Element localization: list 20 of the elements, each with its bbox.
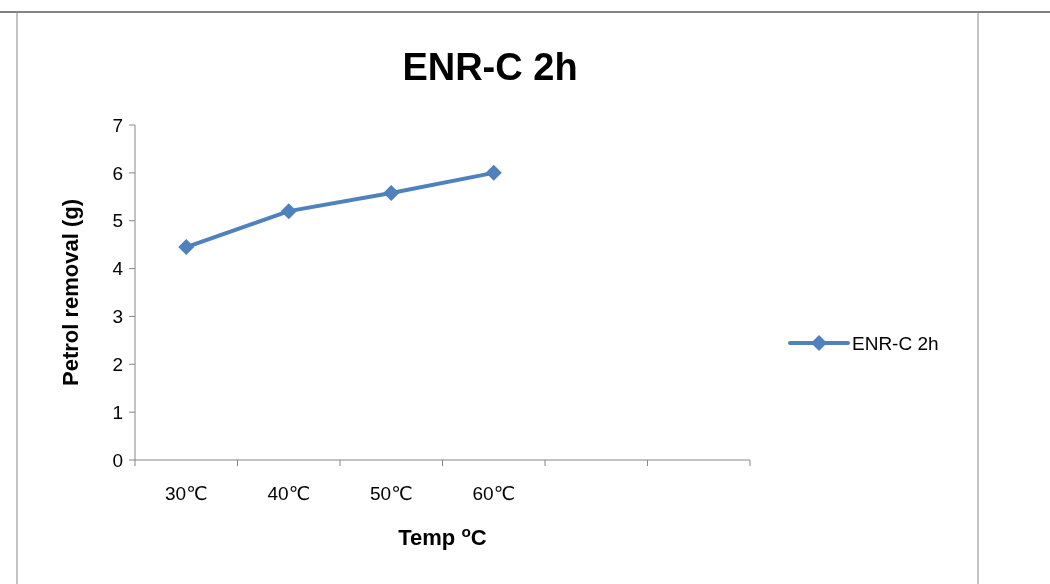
point [280, 203, 297, 220]
legend-label: ENR-C 2h [852, 332, 939, 354]
y-tick-label: 2 [112, 353, 123, 375]
y-tick-label: 0 [112, 449, 123, 471]
chart-title: ENR-C 2h [402, 46, 578, 88]
x-tick-label: 40℃ [267, 483, 310, 504]
y-tick-label: 3 [112, 306, 123, 328]
y-axis-title: Petrol removal (g) [58, 198, 83, 387]
x-axis-title: Temp $^{o}$C [398, 522, 487, 550]
point [485, 164, 502, 181]
y-tick-label: 7 [112, 114, 123, 136]
y-tick-label: 6 [112, 162, 123, 184]
x-tick-label: 30℃ [165, 483, 208, 504]
y-tick-label: 4 [112, 258, 124, 280]
y-tick-label: 1 [112, 401, 123, 423]
point [383, 184, 400, 201]
x-tick-label: 60℃ [472, 483, 515, 504]
x-tick-label: 50℃ [370, 483, 413, 504]
point [178, 239, 195, 256]
y-tick-label: 5 [112, 210, 123, 232]
